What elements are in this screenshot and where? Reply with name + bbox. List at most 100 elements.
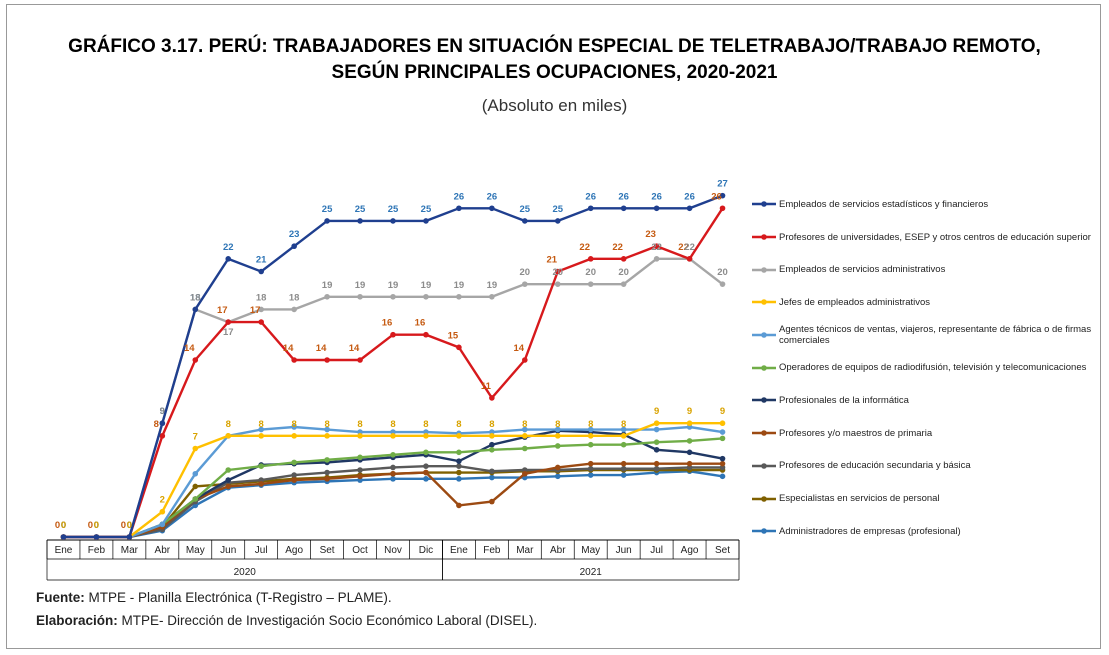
point: [686, 449, 693, 456]
point: [291, 472, 297, 478]
x-tick-label: Mar: [121, 545, 139, 556]
data-label: 19: [322, 280, 333, 291]
point: [719, 281, 726, 287]
point: [357, 218, 363, 224]
point: [522, 426, 528, 433]
legend-item: Jefes de empleados administrativos: [752, 286, 1092, 319]
legend-item: Profesionales de la informática: [752, 384, 1092, 417]
data-label: 23: [289, 229, 300, 240]
point: [620, 281, 627, 287]
legend-item: Profesores de universidades, ESEP y otro…: [752, 221, 1092, 254]
point: [587, 465, 594, 472]
point: [357, 433, 363, 439]
point: [719, 435, 726, 442]
point: [291, 243, 297, 250]
point: [554, 281, 561, 287]
data-label: 8: [390, 419, 395, 430]
point: [423, 293, 429, 300]
data-label: 25: [421, 204, 432, 215]
legend-item: Profesores de educación secundaria y bás…: [752, 450, 1092, 483]
legend-swatch: [752, 495, 776, 502]
legend-label: Profesionales de la informática: [779, 394, 909, 406]
point: [357, 293, 363, 300]
credit: Elaboración: MTPE- Dirección de Investig…: [36, 613, 537, 628]
legend-swatch: [752, 332, 776, 338]
point: [456, 502, 462, 509]
point: [587, 441, 594, 448]
point: [653, 256, 660, 262]
data-label: 26: [454, 191, 465, 202]
point: [686, 438, 693, 444]
point: [719, 460, 726, 467]
point: [653, 446, 660, 453]
x-group-label: 2021: [580, 567, 603, 578]
point: [225, 483, 232, 490]
point: [522, 445, 528, 452]
data-label: 9: [160, 406, 165, 417]
data-label: 23: [645, 229, 656, 240]
source: Fuente: MTPE - Planilla Electrónica (T-R…: [36, 590, 392, 605]
legend-label: Operadores de equipos de radiodifusión, …: [779, 362, 1087, 374]
point: [423, 331, 429, 338]
data-label: 22: [651, 242, 662, 253]
point: [620, 256, 627, 262]
legend-marker: [761, 299, 767, 306]
data-label: 0: [94, 520, 99, 531]
point: [653, 420, 660, 427]
legend-item: Empleados de servicios estadísticos y fi…: [752, 188, 1092, 221]
point: [522, 357, 528, 363]
point: [456, 463, 462, 470]
data-label: 8: [522, 419, 527, 430]
data-label: 14: [316, 343, 327, 354]
legend-marker: [761, 528, 767, 535]
legend-swatch: [752, 463, 776, 469]
point: [291, 357, 297, 363]
data-label: 7: [193, 432, 198, 443]
legend-label: Especialistas en servicios de personal: [779, 493, 940, 505]
x-tick-label: Set: [715, 545, 730, 556]
data-label: 9: [687, 406, 692, 417]
point: [587, 281, 594, 287]
x-tick-label: Ene: [450, 545, 468, 556]
data-label: 8: [588, 419, 593, 430]
point: [291, 424, 297, 430]
x-tick-label: Ene: [55, 545, 73, 556]
data-label: 8: [324, 419, 329, 430]
legend-item: Profesores y/o maestros de primaria: [752, 417, 1092, 450]
point: [456, 205, 462, 212]
point: [357, 467, 363, 473]
point: [719, 473, 726, 480]
x-group-label: 2020: [234, 567, 257, 578]
data-label: 21: [256, 255, 267, 266]
data-label: 18: [190, 292, 201, 303]
data-label: 8: [259, 419, 264, 430]
point: [620, 441, 627, 448]
data-label: 8: [621, 419, 626, 430]
point: [423, 433, 429, 439]
data-label: 19: [388, 280, 399, 291]
legend-swatch: [752, 201, 776, 208]
point: [258, 463, 264, 470]
point: [192, 306, 199, 313]
x-tick-label: Ago: [681, 545, 699, 556]
data-label: 14: [349, 343, 360, 354]
data-label: 0: [121, 520, 126, 531]
point: [423, 469, 429, 476]
point: [324, 457, 330, 463]
point: [489, 395, 495, 401]
data-label: 17: [217, 305, 228, 316]
x-tick-label: Ago: [285, 545, 303, 556]
point: [456, 449, 462, 456]
point: [357, 357, 363, 363]
data-label: 20: [520, 267, 531, 278]
point: [719, 420, 726, 427]
x-tick-label: Abr: [550, 545, 566, 556]
point: [390, 433, 396, 439]
data-label: 16: [382, 318, 393, 329]
data-label: 25: [388, 204, 399, 215]
point: [390, 218, 396, 224]
data-label: 0: [127, 520, 132, 531]
data-label: 25: [355, 204, 366, 215]
data-label: 22: [579, 242, 590, 253]
point: [258, 481, 264, 487]
